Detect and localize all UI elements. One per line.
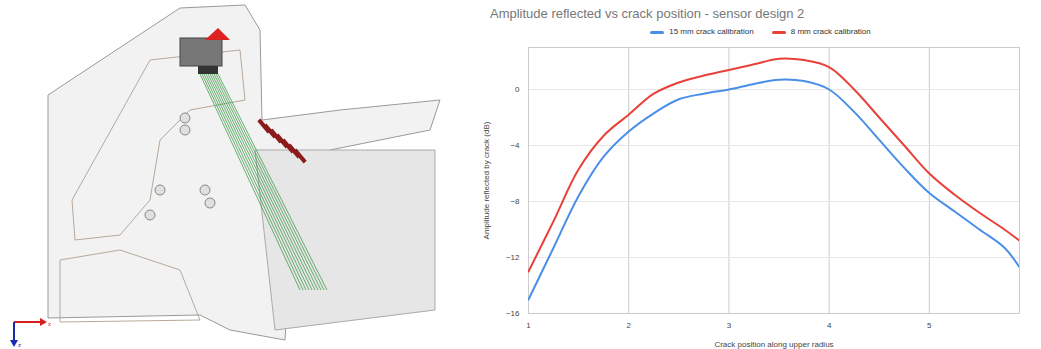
svg-text:−4: −4 [510,141,520,150]
svg-text:−8: −8 [510,197,520,206]
html-text:15 mm crack calibration: 15 mm crack calibration [669,27,754,37]
svg-text:2: 2 [626,321,631,330]
svg-text:z: z [18,342,21,348]
svg-text:5: 5 [927,321,932,330]
html-text:Amplitude reflected vs crack p: Amplitude reflected vs crack position - … [490,6,805,21]
svg-text:0: 0 [515,85,520,94]
svg-text:Amplitude reflected by crack (: Amplitude reflected by crack (dB) [482,121,491,239]
svg-text:4: 4 [827,321,832,330]
svg-text:x: x [48,321,51,327]
svg-text:1: 1 [526,321,531,330]
html-text:8 mm crack calibration: 8 mm crack calibration [790,27,871,37]
svg-text:Crack position along upper rad: Crack position along upper radius [714,340,833,349]
svg-text:−16: −16 [506,309,520,318]
svg-text:−12: −12 [506,253,520,262]
svg-text:3: 3 [727,321,732,330]
